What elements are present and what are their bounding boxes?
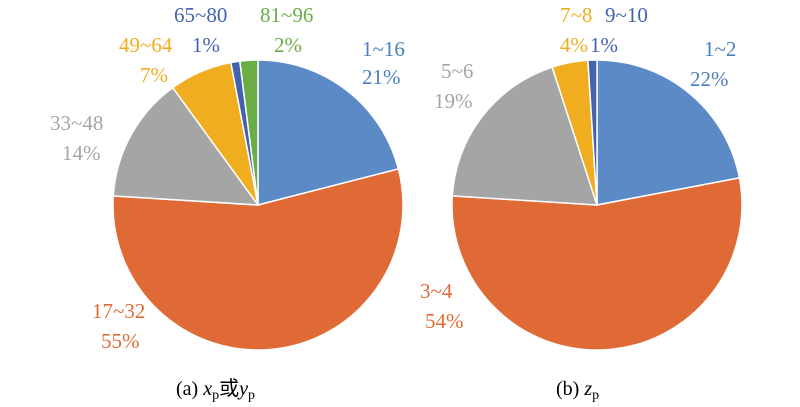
pie-slice-1-2 xyxy=(596,59,741,206)
slice-percent-65-80: 1% xyxy=(192,33,220,57)
pie-slice-17-32 xyxy=(112,168,404,351)
pie-slice-1-16 xyxy=(257,59,400,206)
slice-label-81-96: 81~96 xyxy=(260,3,313,27)
caption-a-mid: 或 xyxy=(219,377,239,400)
slice-label-1-16: 1~16 xyxy=(362,37,405,61)
slice-percent-33-48: 14% xyxy=(62,141,101,165)
caption-b: (b) zp xyxy=(556,378,599,403)
slice-label-9-10: 9~10 xyxy=(605,3,648,27)
slice-label-7-8: 7~8 xyxy=(560,3,592,27)
pie-chart-b xyxy=(451,59,743,351)
slice-percent-3-4: 54% xyxy=(425,309,464,333)
slice-label-33-48: 33~48 xyxy=(50,111,103,135)
pie-slice-9-10 xyxy=(587,59,598,206)
slice-percent-9-10: 1% xyxy=(590,33,618,57)
caption-a-prefix: (a) xyxy=(176,378,203,400)
slice-percent-7-8: 4% xyxy=(560,33,588,57)
caption-a-sub-y: p xyxy=(248,388,255,403)
pie-slice-33-48 xyxy=(112,86,260,206)
pie-slice-3-4 xyxy=(451,176,743,351)
slice-label-65-80: 65~80 xyxy=(174,3,227,27)
slice-percent-17-32: 55% xyxy=(101,329,140,353)
pie-chart-a xyxy=(112,59,404,351)
caption-b-var-z: z xyxy=(583,378,592,400)
slice-percent-1-2: 22% xyxy=(690,67,729,91)
slice-percent-1-16: 21% xyxy=(362,65,401,89)
pie-slice-5-6 xyxy=(451,66,599,206)
caption-a-var-x: x xyxy=(202,378,212,400)
slice-percent-49-64: 7% xyxy=(140,63,168,87)
caption-a-sub-x: p xyxy=(212,388,219,403)
pie-slice-81-96 xyxy=(238,59,259,206)
slice-label-3-4: 3~4 xyxy=(420,279,453,303)
slice-label-5-6: 5~6 xyxy=(441,59,473,83)
caption-b-sub-z: p xyxy=(592,388,599,403)
caption-a-var-y: y xyxy=(237,378,248,400)
caption-a: (a) xp或yp xyxy=(176,377,255,403)
caption-b-prefix: (b) xyxy=(556,378,584,400)
slice-label-17-32: 17~32 xyxy=(92,299,145,323)
slice-percent-81-96: 2% xyxy=(274,33,302,57)
slice-percent-5-6: 19% xyxy=(434,89,473,113)
slice-label-49-64: 49~64 xyxy=(119,33,173,57)
slice-label-1-2: 1~2 xyxy=(704,37,736,61)
